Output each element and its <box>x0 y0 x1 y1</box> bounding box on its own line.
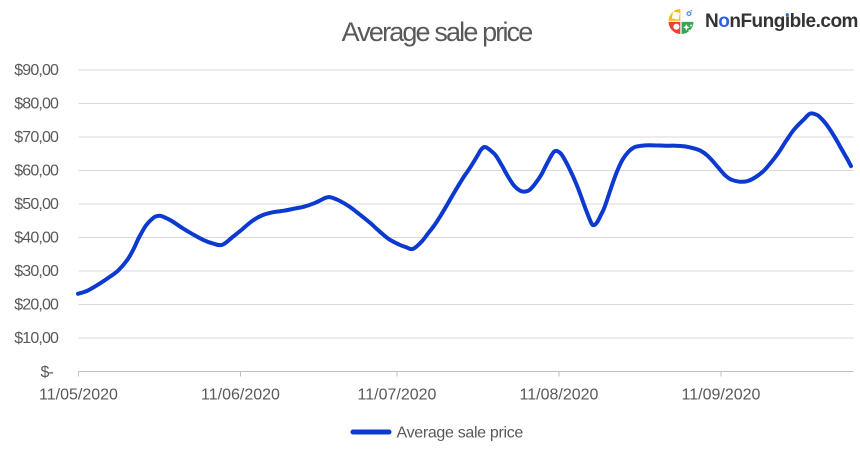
svg-text:11/07/2020: 11/07/2020 <box>358 387 437 404</box>
svg-text:$50,00: $50,00 <box>14 196 59 213</box>
svg-text:Average sale price: Average sale price <box>342 17 533 47</box>
svg-text:$10,00: $10,00 <box>14 330 59 347</box>
svg-text:$60,00: $60,00 <box>14 162 59 179</box>
svg-text:$80,00: $80,00 <box>14 95 59 112</box>
svg-text:$30,00: $30,00 <box>14 263 59 280</box>
svg-text:11/08/2020: 11/08/2020 <box>520 387 599 404</box>
svg-text:11/09/2020: 11/09/2020 <box>682 387 761 404</box>
svg-text:$40,00: $40,00 <box>14 229 59 246</box>
svg-text:$70,00: $70,00 <box>14 129 59 146</box>
svg-text:11/05/2020: 11/05/2020 <box>39 387 118 404</box>
svg-text:Average sale price: Average sale price <box>397 425 524 442</box>
svg-text:NonFungıble.com: NonFungıble.com <box>705 11 858 32</box>
svg-text:$-: $- <box>41 364 54 381</box>
svg-text:11/06/2020: 11/06/2020 <box>201 387 280 404</box>
svg-text:$90,00: $90,00 <box>14 62 59 79</box>
svg-text:$20,00: $20,00 <box>14 296 59 313</box>
